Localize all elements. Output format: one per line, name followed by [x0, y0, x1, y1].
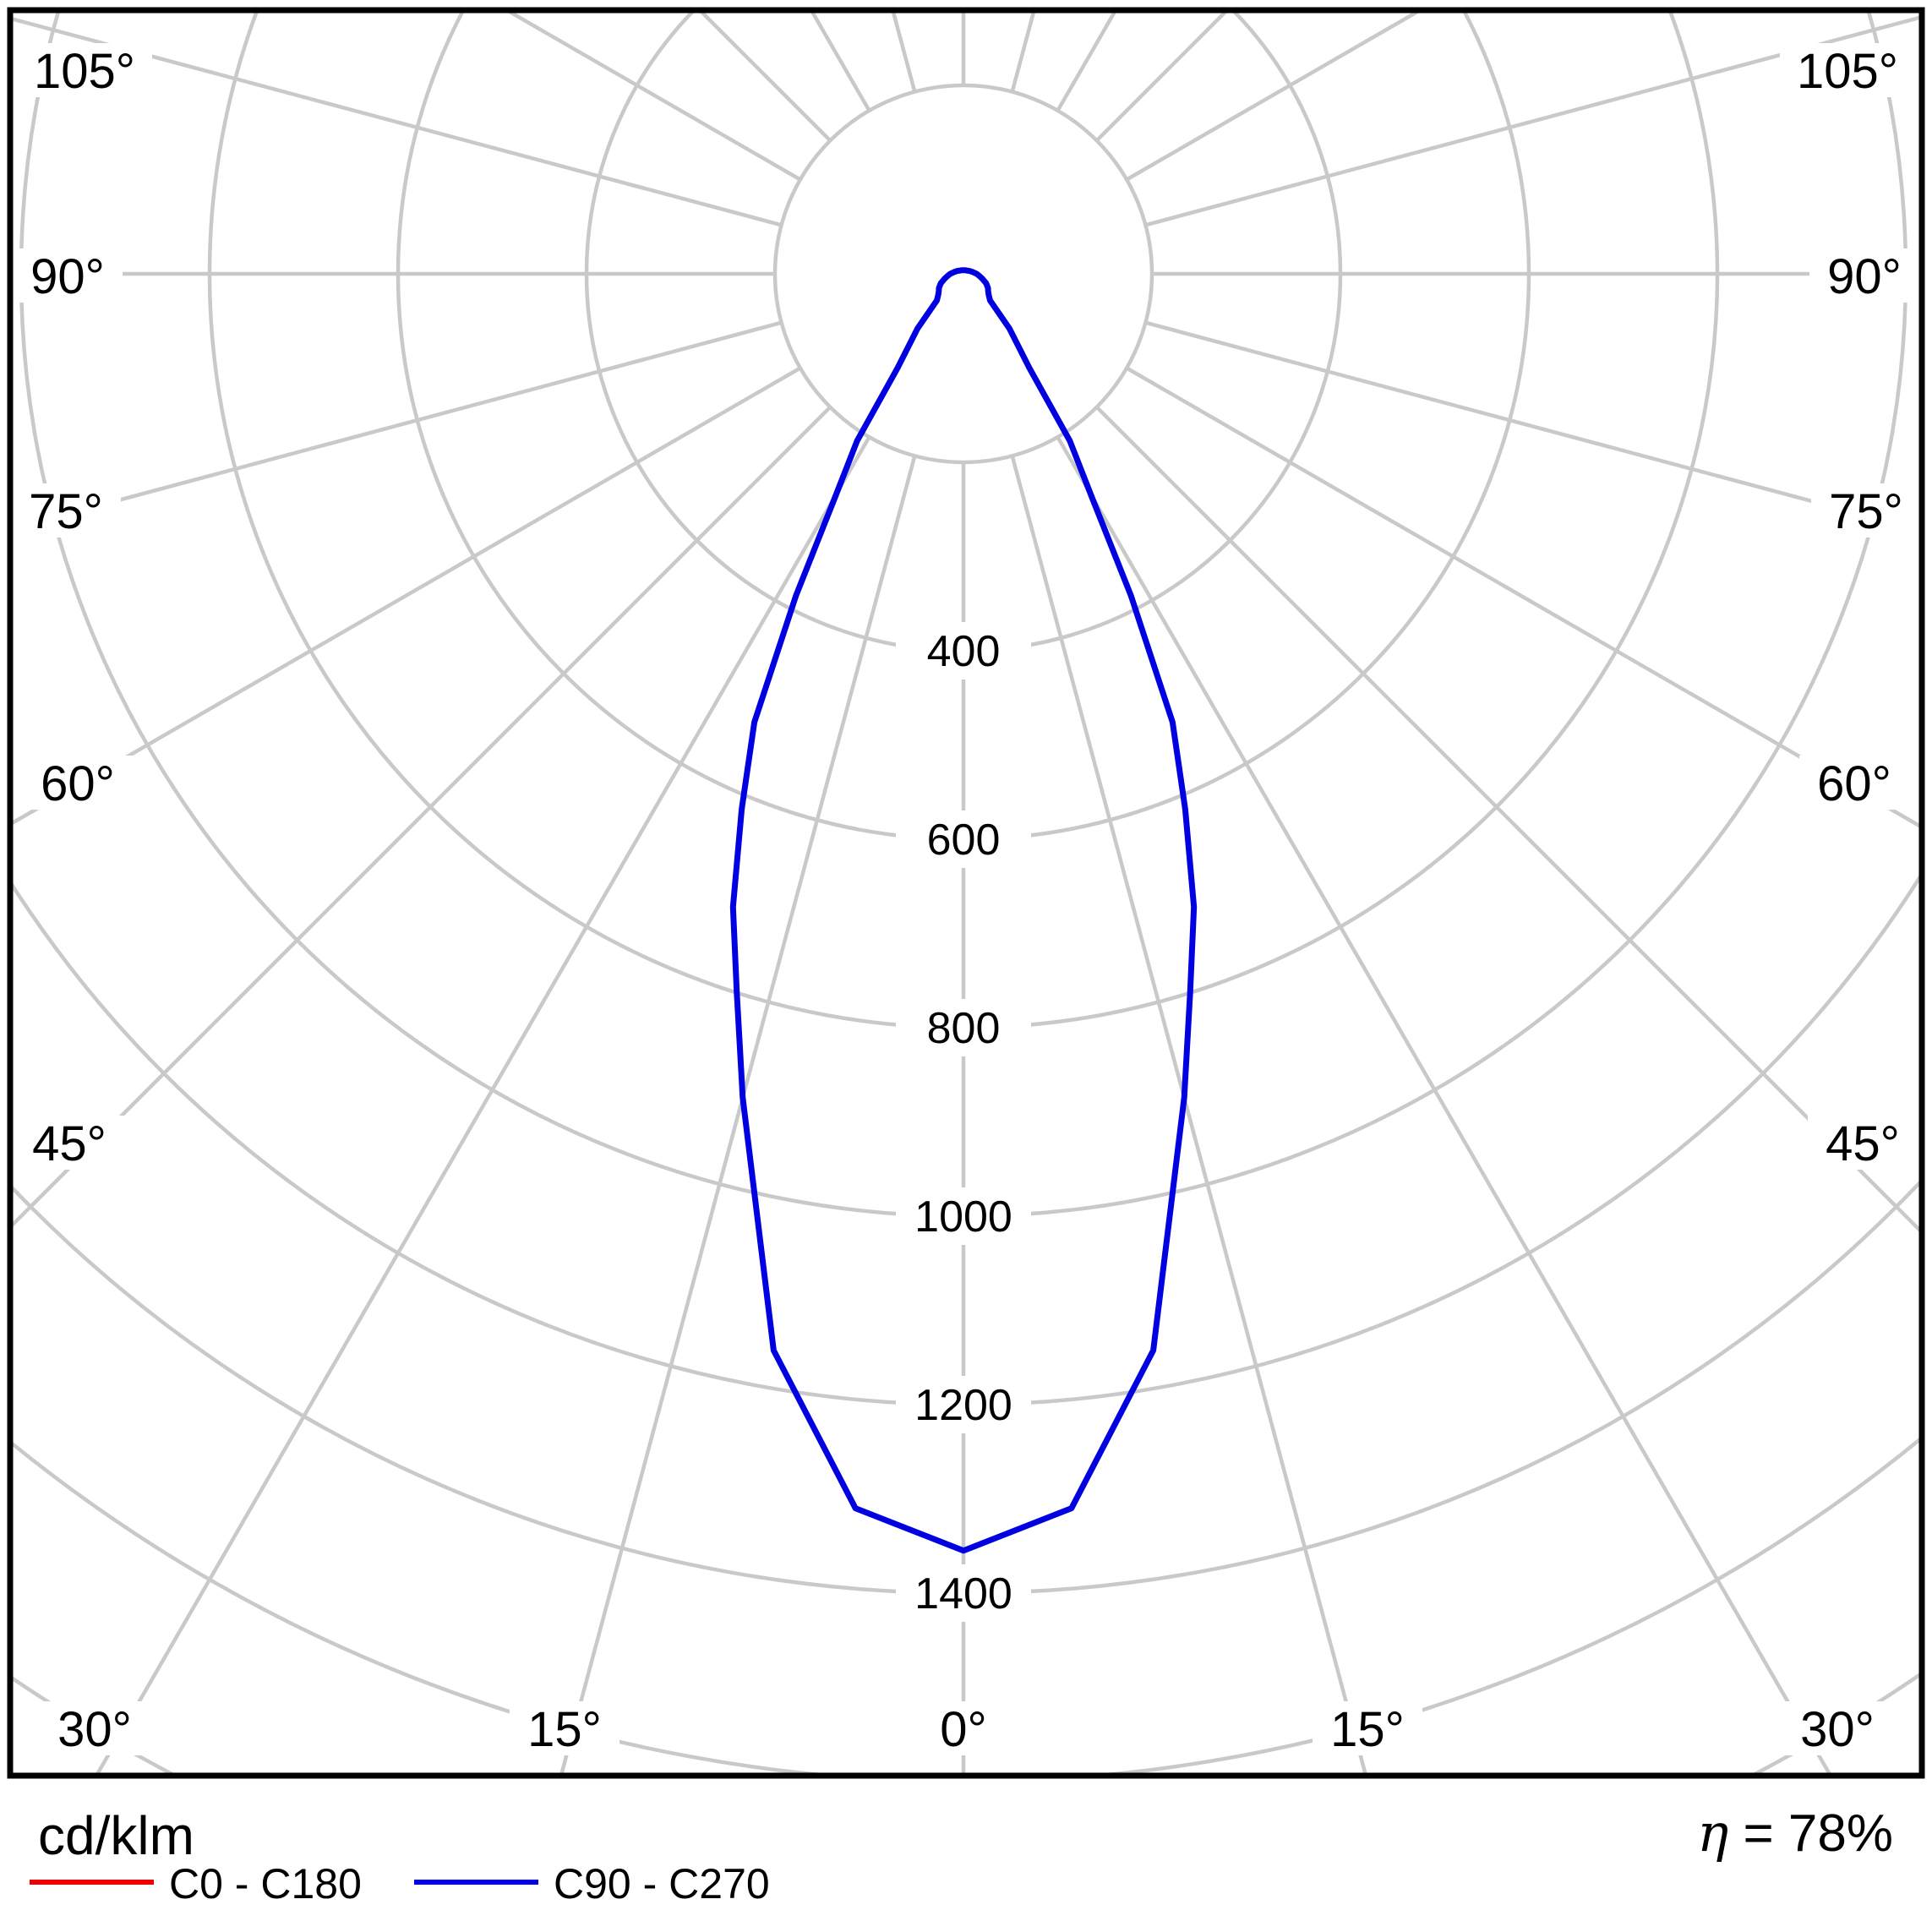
angle-label-gap — [23, 756, 133, 810]
angle-label-105: 105° — [34, 44, 135, 99]
ring-label-1400: 1400 — [914, 1569, 1012, 1618]
grid-ring-200 — [772, 83, 1154, 465]
grid-radial-right-30 — [1056, 435, 1831, 1773]
angle-label-gap — [1809, 248, 1919, 303]
ring-label-gap — [896, 1187, 1031, 1245]
grid-radial-right-60 — [1125, 366, 1919, 828]
ring-label-400: 400 — [927, 627, 1001, 676]
angle-label-15: 15° — [527, 1702, 602, 1757]
ring-label-gap — [896, 810, 1031, 868]
ring-label-gap — [896, 1564, 1031, 1622]
angle-label-gap — [1808, 1116, 1918, 1170]
angle-label-45: 45° — [1826, 1116, 1900, 1171]
angle-label-gap — [40, 1701, 150, 1755]
grid-radial-right-45 — [1095, 406, 1919, 1233]
grid-radial-right-75 — [1144, 320, 1919, 532]
ring-label-600: 600 — [927, 816, 1001, 865]
angle-label-30: 30° — [1800, 1702, 1875, 1757]
legend-label-c0-c180: C0 - C180 — [169, 1860, 362, 1907]
angle-label-60: 60° — [41, 756, 115, 811]
angle-label-gap — [1811, 483, 1921, 538]
angle-label-90: 90° — [30, 249, 105, 304]
angle-label-gap — [1782, 1701, 1892, 1755]
grid-radial-left-105 — [13, 17, 783, 227]
eta-value: = 78% — [1728, 1804, 1893, 1863]
angle-label-gap — [1313, 1701, 1422, 1755]
grid-radial-left-45 — [13, 406, 832, 1228]
angle-label-gap — [510, 1701, 619, 1755]
angle-label-90: 90° — [1827, 249, 1902, 304]
plot-border — [7, 7, 1925, 1779]
grid-ring-1400 — [13, 1180, 1919, 1595]
ring-label-800: 800 — [927, 1004, 1001, 1053]
angle-label-30: 30° — [57, 1702, 132, 1757]
angle-label-15: 15° — [1330, 1702, 1405, 1757]
grid-radial-left-30 — [96, 435, 871, 1773]
efficiency-label: η = 78% — [1697, 1802, 1893, 1864]
grid-ring-1600 — [13, 1437, 1919, 1773]
angle-label-gap — [14, 1116, 124, 1170]
grid-radial-left-60 — [13, 366, 802, 826]
polar-grid-labels: 400 600 800 1000 1200 1400 105° 105° 90° 90° 75° 75… — [11, 43, 1921, 1757]
legend-label-c90-c270: C90 - C270 — [554, 1860, 770, 1907]
angle-label-gap — [17, 43, 152, 97]
unit-label: cd/klm — [38, 1805, 194, 1866]
angle-label-75: 75° — [29, 484, 103, 539]
angle-label-gap — [1780, 43, 1915, 97]
ring-label-1000: 1000 — [914, 1192, 1012, 1242]
angle-label-105: 105° — [1797, 44, 1898, 99]
legend: C0 - C180 C90 - C270 — [30, 1860, 770, 1907]
angle-label-gap — [1799, 756, 1909, 810]
grid-radial-left-75 — [13, 320, 783, 531]
ring-label-gap — [896, 1376, 1031, 1433]
ring-label-1200: 1200 — [914, 1381, 1012, 1430]
angle-label-60: 60° — [1817, 756, 1891, 811]
angle-label-gap — [909, 1701, 1018, 1755]
eta-symbol: η — [1697, 1802, 1728, 1864]
grid-radial-right-105 — [1144, 15, 1919, 227]
curve-c90-c270 — [729, 267, 1198, 1554]
angle-label-gap — [11, 483, 121, 538]
angle-label-0: 0° — [940, 1702, 986, 1757]
angle-label-45: 45° — [32, 1116, 106, 1171]
ring-label-gap — [896, 999, 1031, 1056]
angle-label-gap — [13, 248, 123, 303]
ring-label-gap — [896, 622, 1031, 679]
angle-label-75: 75° — [1829, 484, 1903, 539]
